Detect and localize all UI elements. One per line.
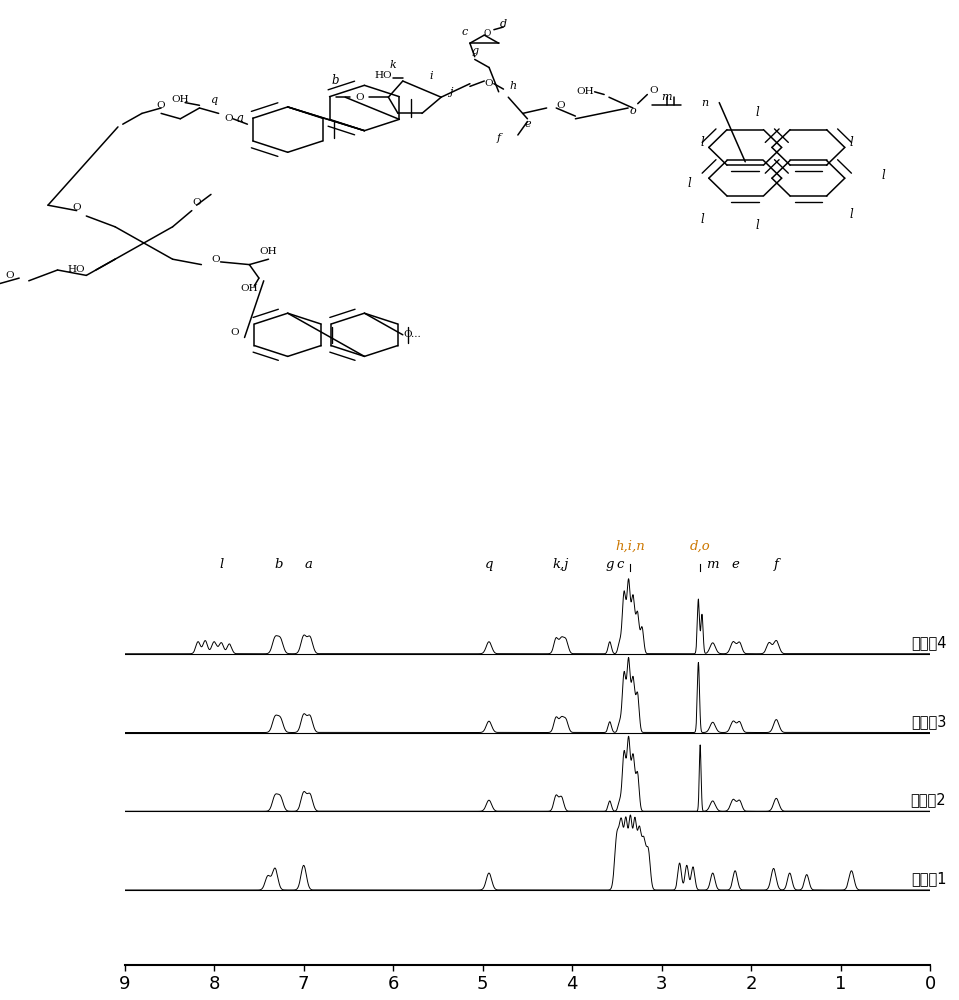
Text: O: O — [231, 328, 239, 337]
Text: n: n — [701, 98, 709, 108]
Text: OH: OH — [260, 247, 277, 256]
Text: O: O — [650, 86, 658, 95]
Text: O: O — [6, 271, 13, 280]
Text: O: O — [193, 198, 200, 207]
Text: g: g — [471, 46, 479, 56]
Text: OH: OH — [576, 87, 594, 96]
Text: 实施例1: 实施例1 — [911, 871, 947, 886]
Text: f: f — [774, 558, 779, 571]
Text: OH: OH — [172, 95, 189, 104]
Text: O...: O... — [404, 330, 421, 339]
Text: O: O — [224, 114, 232, 123]
Text: l: l — [756, 219, 760, 232]
Text: l: l — [756, 106, 760, 119]
Text: OH: OH — [241, 284, 258, 293]
Text: b: b — [274, 558, 283, 571]
Text: O: O — [356, 93, 363, 102]
Text: c: c — [462, 27, 468, 37]
Text: k: k — [389, 60, 397, 70]
Text: 实施例4: 实施例4 — [911, 635, 947, 650]
Text: a: a — [304, 558, 312, 571]
Text: k,j: k,j — [552, 558, 569, 571]
Text: a: a — [236, 112, 244, 125]
Text: O: O — [485, 79, 493, 88]
Text: l: l — [688, 177, 691, 190]
Text: o: o — [629, 106, 637, 116]
Text: O: O — [157, 101, 165, 110]
Text: O: O — [483, 29, 491, 38]
Text: h,i,n: h,i,n — [616, 540, 645, 552]
Text: q: q — [210, 95, 218, 105]
Text: i: i — [430, 71, 433, 81]
Text: HO: HO — [375, 71, 392, 80]
Text: O: O — [212, 255, 220, 264]
Text: f: f — [497, 133, 501, 143]
Text: l: l — [850, 208, 854, 221]
Text: b: b — [332, 75, 339, 88]
Text: d,o: d,o — [690, 540, 711, 552]
Text: h: h — [509, 81, 517, 91]
Text: d: d — [500, 19, 507, 29]
Text: l: l — [700, 136, 704, 149]
Text: 实施例3: 实施例3 — [911, 714, 947, 729]
Text: l: l — [700, 213, 704, 226]
Text: g: g — [605, 558, 614, 571]
Text: HO: HO — [68, 265, 85, 274]
Text: l: l — [220, 558, 223, 571]
Text: l: l — [881, 169, 885, 182]
Text: O: O — [73, 203, 81, 212]
Text: 实施例2: 实施例2 — [911, 792, 947, 808]
Text: j: j — [449, 87, 453, 97]
Text: e: e — [525, 119, 530, 129]
Text: e: e — [731, 558, 739, 571]
Text: m: m — [707, 558, 719, 571]
Text: m: m — [662, 92, 671, 102]
Text: l: l — [850, 136, 854, 149]
Text: O: O — [557, 101, 565, 110]
Text: q: q — [484, 558, 493, 571]
Text: c: c — [616, 558, 623, 571]
